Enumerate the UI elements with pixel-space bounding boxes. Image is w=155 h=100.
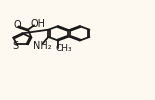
Text: OH: OH	[31, 19, 46, 29]
Text: O: O	[13, 20, 21, 30]
Text: NH₂: NH₂	[33, 41, 52, 51]
Text: CH₃: CH₃	[56, 44, 73, 53]
Text: S: S	[12, 41, 18, 51]
